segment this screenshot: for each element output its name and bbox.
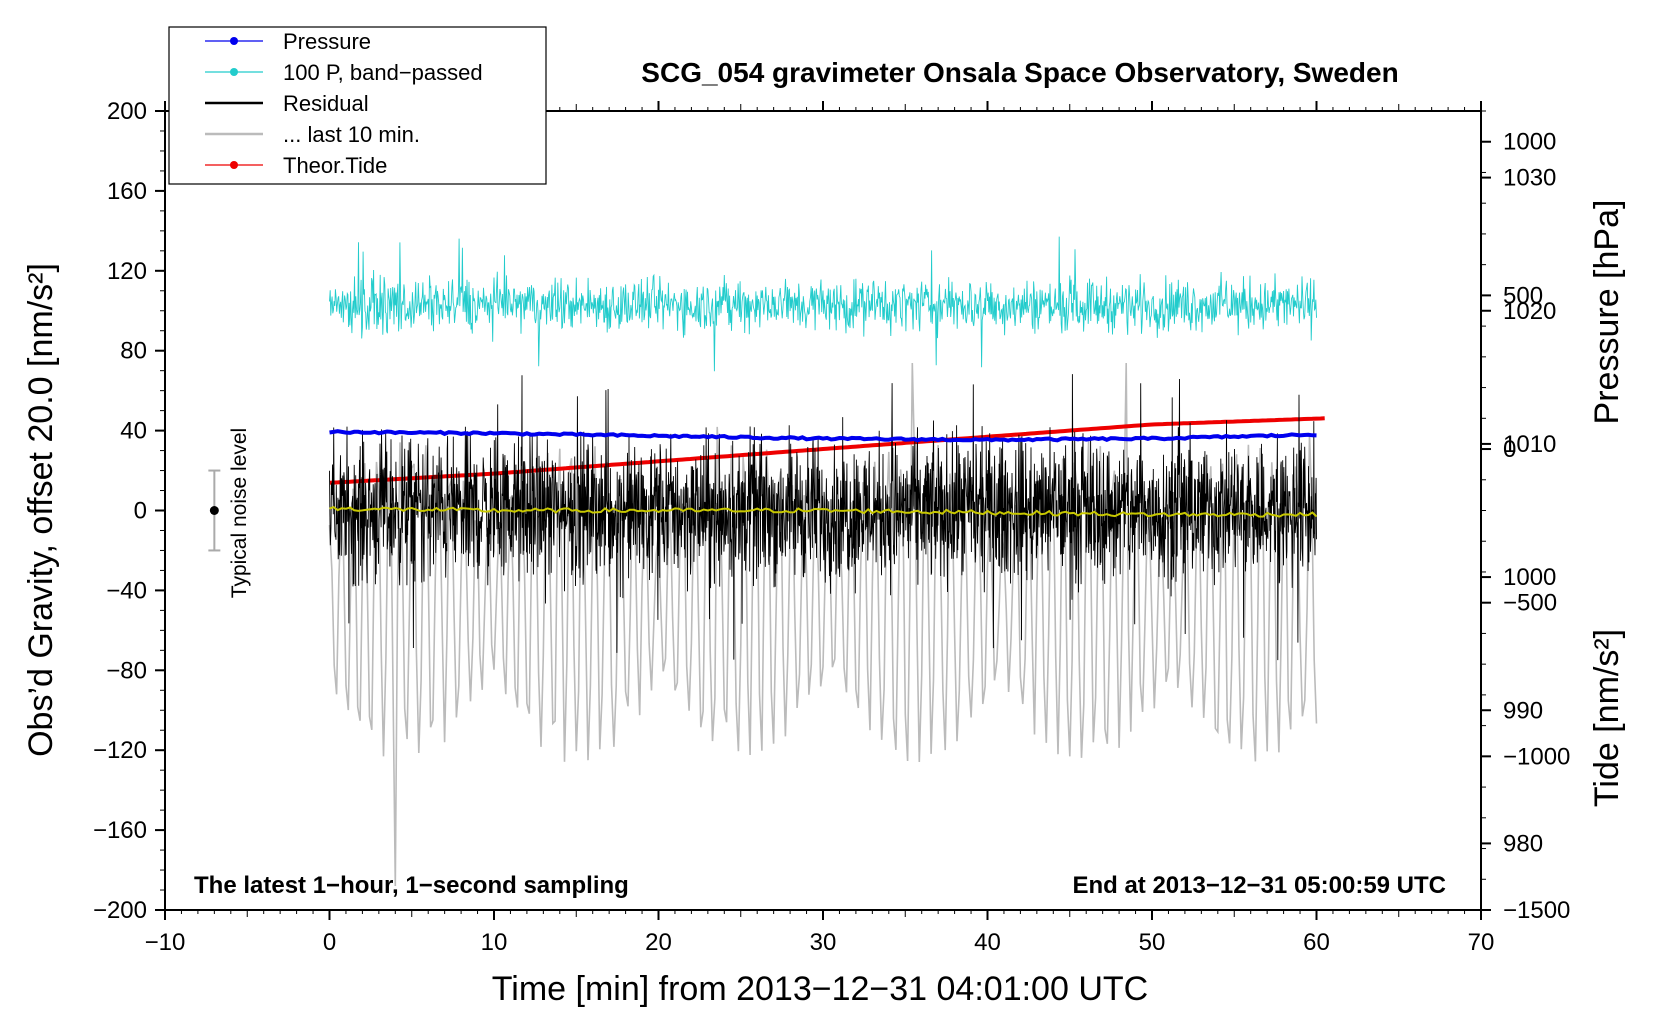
legend-box: [168, 26, 547, 185]
tide-tick-label-4: −1000: [1503, 743, 1570, 770]
y-tick-label-3: 80: [120, 338, 147, 365]
legend-items: Pressure 100 P, band−passed Residual ... la…: [205, 29, 483, 178]
x-tick-label-8: 70: [1468, 929, 1495, 956]
y-tick-label-0: 200: [107, 98, 147, 125]
pressure-tick-label-0: 1030: [1503, 165, 1556, 192]
tide-tick-label-3: −500: [1503, 590, 1557, 617]
legend-marker-4: [230, 161, 238, 169]
legend: Pressure 100 P, band−passed Residual ... la…: [168, 26, 547, 185]
pressure-tick-label-1: 1020: [1503, 298, 1556, 325]
y-tick-label-9: −160: [93, 817, 147, 844]
x-tick-label-5: 40: [974, 929, 1001, 956]
legend-label-1: 100 P, band−passed: [283, 60, 483, 85]
y-tick-label-7: −80: [106, 657, 147, 684]
labels-layer: −10 0 10 20 30 40 50 60 7020016012080400−40−80−1…: [93, 98, 1570, 956]
x-axis-title: Time [min] from 2013−12−31 04:01:00 UTC: [492, 970, 1148, 1008]
data-layer: [328, 236, 1325, 887]
legend-label-3: ... last 10 min.: [283, 122, 420, 147]
annotation-bottom-left: The latest 1−hour, 1−second sampling: [194, 872, 629, 899]
pressure-tick-label-5: 980: [1503, 830, 1543, 857]
legend-label-2: Residual: [283, 91, 369, 116]
x-tick-label-1: 0: [323, 929, 336, 956]
chart-title: SCG_054 gravimeter Onsala Space Observat…: [641, 57, 1398, 88]
legend-marker-0: [230, 37, 238, 45]
annotation-bottom-right: End at 2013−12−31 05:00:59 UTC: [1072, 872, 1446, 899]
y-tick-label-1: 160: [107, 178, 147, 205]
pressure-tick-label-3: 1000: [1503, 564, 1556, 591]
x-tick-label-0: −10: [145, 929, 186, 956]
x-tick-label-6: 50: [1139, 929, 1166, 956]
pressure-tick-label-4: 990: [1503, 697, 1543, 724]
legend-label-0: Pressure: [283, 29, 371, 54]
y-tick-label-10: −200: [93, 897, 147, 924]
tide-tick-label-2: 0: [1503, 436, 1516, 463]
x-tick-label-4: 30: [810, 929, 837, 956]
x-tick-label-2: 10: [481, 929, 508, 956]
x-tick-label-7: 60: [1303, 929, 1330, 956]
tide-tick-label-5: −1500: [1503, 897, 1570, 924]
legend-marker-1: [230, 68, 238, 76]
y-tick-label-4: 40: [120, 418, 147, 445]
y-tick-label-2: 120: [107, 258, 147, 285]
series--last-10-min: [328, 362, 1318, 887]
tide-tick-label-1: 500: [1503, 282, 1543, 309]
noise-dot: [209, 506, 219, 515]
y-tick-label-8: −120: [93, 737, 147, 764]
tide-tick-label-0: 1000: [1503, 129, 1556, 156]
y-tick-label-5: 0: [134, 498, 147, 525]
pressure-tick-label-2: 1010: [1503, 431, 1556, 458]
series-100-p-band-passed: [329, 236, 1317, 372]
noise-level-label: Typical noise level: [228, 428, 251, 598]
ticks-layer: [155, 101, 1491, 920]
y-axis-title-tide: Tide [nm/s²]: [1588, 629, 1626, 807]
x-tick-label-3: 20: [645, 929, 672, 956]
series-pressure: [329, 429, 1317, 443]
y-axis-title-pressure: Pressure [hPa]: [1588, 200, 1626, 425]
series-residual: [329, 374, 1317, 661]
legend-label-4: Theor.Tide: [283, 153, 387, 178]
series-residual-smoothed: [329, 505, 1318, 518]
y-axis-title-left: Obs’d Gravity, offset 20.0 [nm/s²]: [22, 263, 60, 757]
y-tick-label-6: −40: [106, 577, 147, 604]
